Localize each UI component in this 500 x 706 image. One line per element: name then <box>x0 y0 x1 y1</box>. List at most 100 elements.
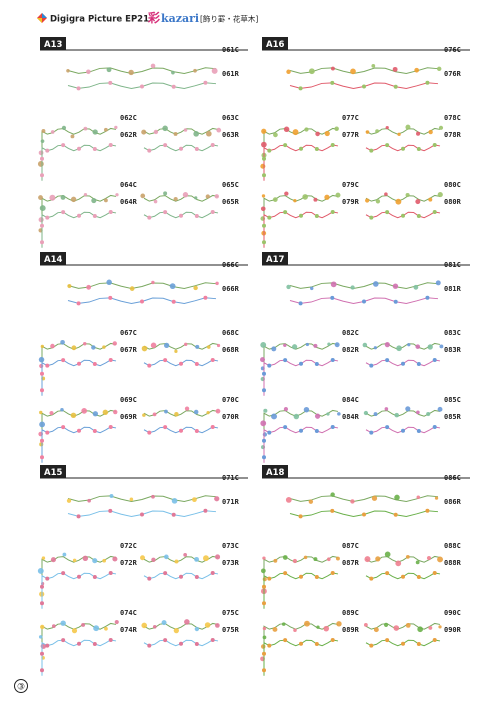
flower <box>163 358 168 363</box>
flower <box>392 283 399 289</box>
flower <box>162 125 168 132</box>
item-code: 083R <box>444 346 462 354</box>
flower <box>416 429 421 434</box>
flower <box>415 344 421 349</box>
flower <box>40 651 44 656</box>
flower <box>428 129 433 135</box>
flower <box>432 570 437 575</box>
flower <box>203 508 208 513</box>
flower <box>40 223 44 228</box>
flower <box>285 497 292 503</box>
vine <box>67 282 217 290</box>
flower <box>164 409 168 414</box>
item-code: 074C <box>120 609 137 617</box>
flower <box>171 512 176 517</box>
flower <box>263 408 268 413</box>
flower <box>330 492 335 497</box>
item-code: 090R <box>444 626 462 634</box>
flower <box>425 508 430 513</box>
flower <box>41 556 46 560</box>
flower <box>45 643 50 648</box>
flower <box>375 199 381 204</box>
vine <box>67 67 217 75</box>
flower <box>194 362 199 367</box>
flower <box>291 344 298 350</box>
flower <box>373 346 377 350</box>
flower <box>383 622 389 627</box>
flower <box>405 192 410 198</box>
flower <box>281 622 286 626</box>
flower <box>60 407 64 412</box>
flower <box>194 575 199 580</box>
section-label: A18 <box>266 468 284 478</box>
flower <box>112 556 118 562</box>
flower <box>61 143 66 148</box>
flower <box>283 358 288 363</box>
flower <box>413 284 419 290</box>
flower <box>40 344 45 349</box>
item-code: 065C <box>222 181 239 189</box>
flower <box>40 624 45 630</box>
flower <box>262 584 266 589</box>
logo-diamond-part <box>37 18 42 23</box>
flower <box>407 343 411 347</box>
flower <box>267 148 272 153</box>
flower <box>114 125 118 130</box>
flower <box>310 286 314 291</box>
flower <box>67 283 72 289</box>
flower <box>267 363 272 368</box>
flower <box>40 668 44 673</box>
flower <box>439 344 444 349</box>
flower <box>308 499 314 504</box>
flower <box>210 142 215 147</box>
flower <box>76 514 81 519</box>
flower <box>108 209 113 214</box>
flower <box>262 156 266 161</box>
flower <box>394 412 400 418</box>
flower <box>216 343 221 348</box>
flower <box>164 554 169 560</box>
flower <box>61 425 66 430</box>
item-code: 076C <box>444 46 461 54</box>
flower <box>405 622 411 628</box>
flower <box>39 363 44 369</box>
flower <box>362 84 366 89</box>
flower <box>108 295 113 300</box>
flower <box>108 142 113 147</box>
flower <box>313 197 318 202</box>
flower <box>330 281 337 288</box>
flower <box>45 215 50 220</box>
flower <box>292 129 299 136</box>
flower <box>40 388 44 393</box>
item-code: 083C <box>444 329 461 337</box>
flower <box>324 194 330 200</box>
flower <box>260 644 266 649</box>
flower <box>92 558 98 564</box>
flower <box>39 410 43 415</box>
flower <box>362 299 366 304</box>
flower <box>203 80 208 85</box>
flower <box>336 621 342 627</box>
flower <box>40 601 44 606</box>
flower <box>140 299 144 304</box>
flower <box>299 361 303 366</box>
flower <box>150 342 157 349</box>
flower <box>401 641 405 646</box>
item-code: 061R <box>222 70 240 78</box>
flower <box>262 438 266 443</box>
flower <box>140 555 145 561</box>
flower <box>184 619 190 625</box>
flower <box>39 442 44 447</box>
flower <box>210 209 215 214</box>
flower <box>45 363 50 368</box>
flower <box>140 512 144 517</box>
flower <box>77 428 81 433</box>
flower <box>314 147 319 152</box>
flower <box>40 584 44 589</box>
item-code: 068R <box>222 346 240 354</box>
flower <box>103 198 108 203</box>
flower <box>77 641 81 646</box>
item-code: 087C <box>342 542 359 550</box>
flower <box>41 129 46 133</box>
flower <box>384 342 390 348</box>
